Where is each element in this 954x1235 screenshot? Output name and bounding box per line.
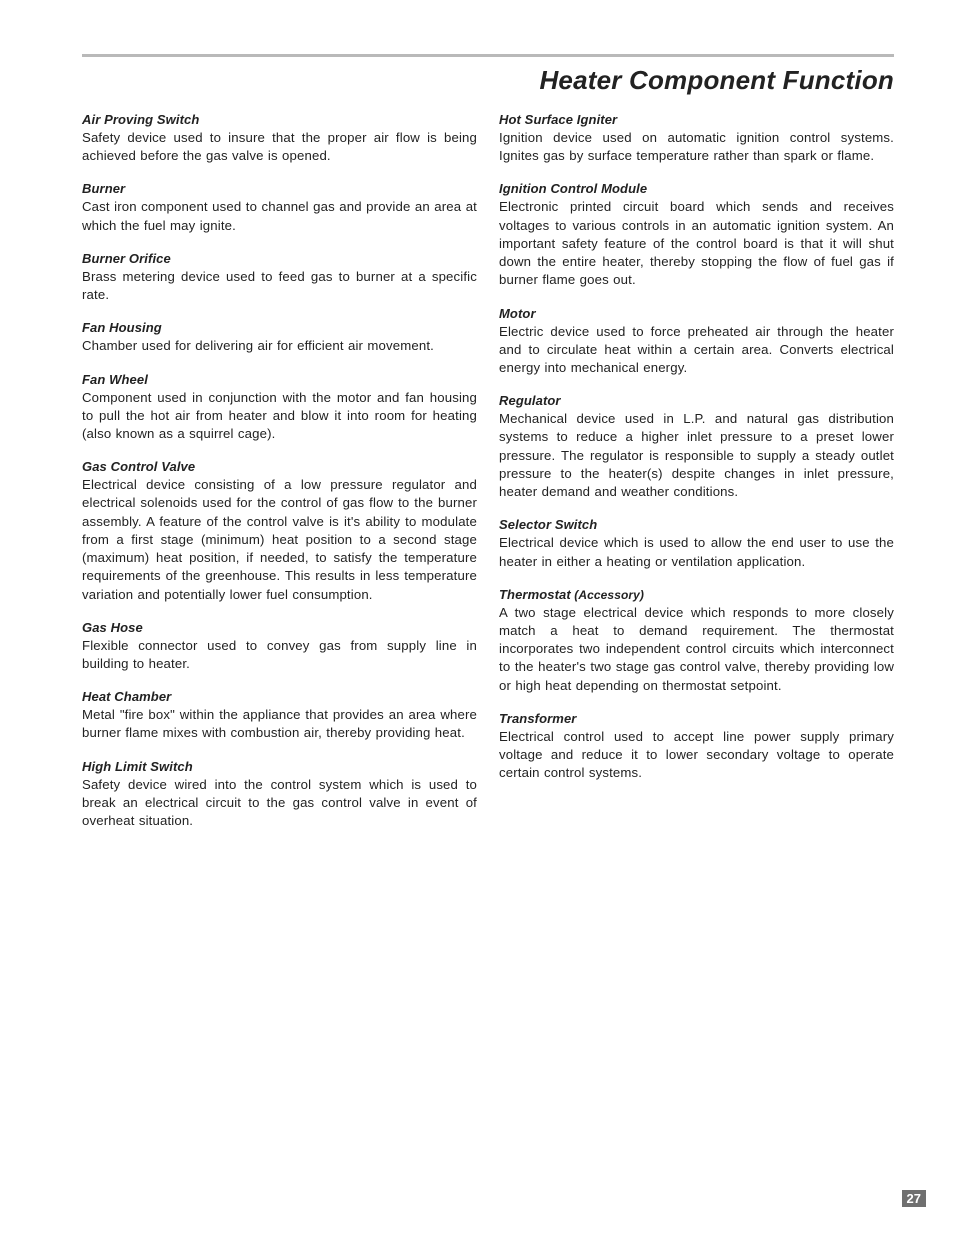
glossary-definition: A two stage electrical device which resp… xyxy=(499,604,894,695)
glossary-definition: Electrical device consisting of a low pr… xyxy=(82,476,477,604)
glossary-definition: Chamber used for delivering air for effi… xyxy=(82,337,477,355)
glossary-term: Gas Control Valve xyxy=(82,459,477,474)
glossary-definition: Electric device used to force preheated … xyxy=(499,323,894,378)
glossary-definition: Electrical control used to accept line p… xyxy=(499,728,894,783)
glossary-definition: Metal "fire box" within the appliance th… xyxy=(82,706,477,742)
glossary-term: Ignition Control Module xyxy=(499,181,894,196)
glossary-entry: Ignition Control Module Electronic printe… xyxy=(499,181,894,289)
glossary-definition: Component used in conjunction with the m… xyxy=(82,389,477,444)
glossary-entry: Fan Wheel Component used in conjunction w… xyxy=(82,372,477,444)
glossary-definition: Electronic printed circuit board which s… xyxy=(499,198,894,289)
glossary-entry: Fan Housing Chamber used for delivering a… xyxy=(82,320,477,355)
glossary-term: Selector Switch xyxy=(499,517,894,532)
glossary-entry: High Limit Switch Safety device wired int… xyxy=(82,759,477,831)
right-column: Hot Surface Igniter Ignition device used … xyxy=(499,112,894,846)
page: Heater Component Function Air Proving Sw… xyxy=(0,0,954,1235)
glossary-entry: Thermostat (Accessory) A two stage electr… xyxy=(499,587,894,695)
glossary-term: Thermostat (Accessory) xyxy=(499,587,894,602)
glossary-term: Burner Orifice xyxy=(82,251,477,266)
glossary-entry: Burner Orifice Brass metering device used… xyxy=(82,251,477,304)
glossary-definition: Ignition device used on automatic igniti… xyxy=(499,129,894,165)
glossary-term: Hot Surface Igniter xyxy=(499,112,894,127)
glossary-entry: Gas Hose Flexible connector used to conve… xyxy=(82,620,477,673)
glossary-definition: Flexible connector used to convey gas fr… xyxy=(82,637,477,673)
glossary-entry: Transformer Electrical control used to ac… xyxy=(499,711,894,783)
glossary-term: Heat Chamber xyxy=(82,689,477,704)
glossary-definition: Cast iron component used to channel gas … xyxy=(82,198,477,234)
glossary-definition: Mechanical device used in L.P. and natur… xyxy=(499,410,894,501)
glossary-definition: Electrical device which is used to allow… xyxy=(499,534,894,570)
two-column-layout: Air Proving Switch Safety device used to … xyxy=(82,112,894,846)
glossary-term: Gas Hose xyxy=(82,620,477,635)
glossary-entry: Burner Cast iron component used to channe… xyxy=(82,181,477,234)
glossary-entry: Air Proving Switch Safety device used to … xyxy=(82,112,477,165)
glossary-term: Air Proving Switch xyxy=(82,112,477,127)
glossary-definition: Safety device wired into the control sys… xyxy=(82,776,477,831)
glossary-term: Fan Housing xyxy=(82,320,477,335)
top-rule xyxy=(82,54,894,57)
glossary-term: Transformer xyxy=(499,711,894,726)
glossary-entry: Heat Chamber Metal "fire box" within the … xyxy=(82,689,477,742)
glossary-entry: Motor Electric device used to force prehe… xyxy=(499,306,894,378)
glossary-entry: Selector Switch Electrical device which i… xyxy=(499,517,894,570)
glossary-entry: Hot Surface Igniter Ignition device used … xyxy=(499,112,894,165)
glossary-term: Burner xyxy=(82,181,477,196)
glossary-definition: Brass metering device used to feed gas t… xyxy=(82,268,477,304)
left-column: Air Proving Switch Safety device used to … xyxy=(82,112,477,846)
glossary-entry: Regulator Mechanical device used in L.P. … xyxy=(499,393,894,501)
glossary-term: Motor xyxy=(499,306,894,321)
glossary-term: Fan Wheel xyxy=(82,372,477,387)
glossary-definition: Safety device used to insure that the pr… xyxy=(82,129,477,165)
glossary-term: Regulator xyxy=(499,393,894,408)
glossary-term: High Limit Switch xyxy=(82,759,477,774)
glossary-entry: Gas Control Valve Electrical device consi… xyxy=(82,459,477,604)
page-number-badge: 27 xyxy=(902,1190,926,1207)
section-title: Heater Component Function xyxy=(82,65,894,96)
glossary-term-sub: (Accessory) xyxy=(571,588,644,602)
